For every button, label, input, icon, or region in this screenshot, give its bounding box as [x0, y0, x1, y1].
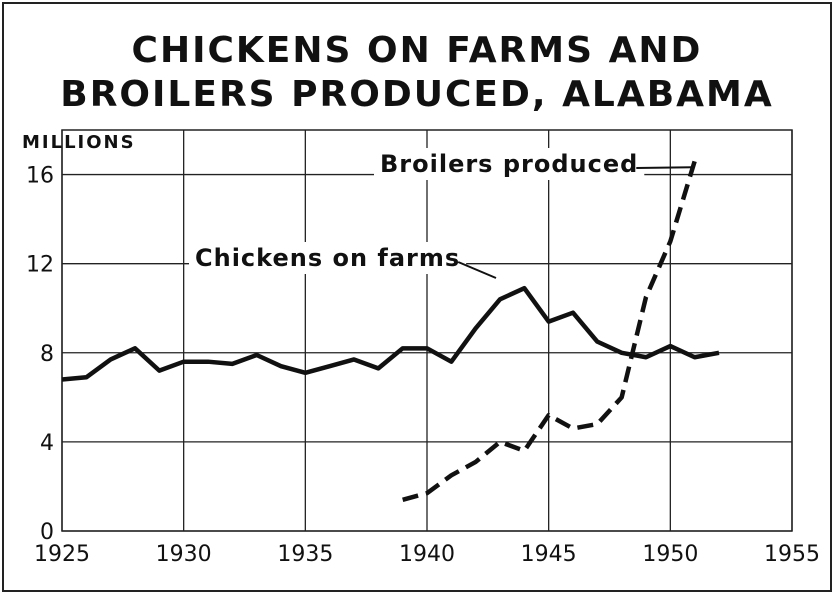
y-tick-label: 8 — [40, 342, 54, 367]
y-tick-label: 16 — [26, 164, 54, 189]
x-tick-label: 1935 — [277, 542, 333, 567]
chart-title: BROILERS PRODUCED, ALABAMA — [60, 74, 773, 115]
x-tick-label: 1945 — [521, 542, 577, 567]
x-tick-label: 1940 — [399, 542, 455, 567]
y-tick-label: 4 — [40, 431, 54, 456]
series-annotation: Chickens on farms — [195, 244, 460, 272]
series-line — [402, 160, 697, 502]
x-tick-label: 1930 — [156, 542, 212, 567]
series-line — [61, 285, 720, 382]
y-axis-label: MILLIONS — [22, 132, 136, 153]
series-annotation: Broilers produced — [380, 150, 638, 178]
chart-title: CHICKENS ON FARMS AND — [132, 30, 703, 71]
annotation-bg — [189, 242, 467, 274]
x-tick-label: 1955 — [764, 542, 820, 567]
x-tick-label: 1950 — [642, 542, 698, 567]
y-tick-label: 12 — [26, 253, 54, 278]
annotation-bg — [374, 148, 645, 180]
annotation-leader — [636, 166, 693, 169]
x-tick-label: 1925 — [34, 542, 90, 567]
y-tick-label: 0 — [40, 520, 54, 545]
annotation-leader — [457, 261, 497, 279]
